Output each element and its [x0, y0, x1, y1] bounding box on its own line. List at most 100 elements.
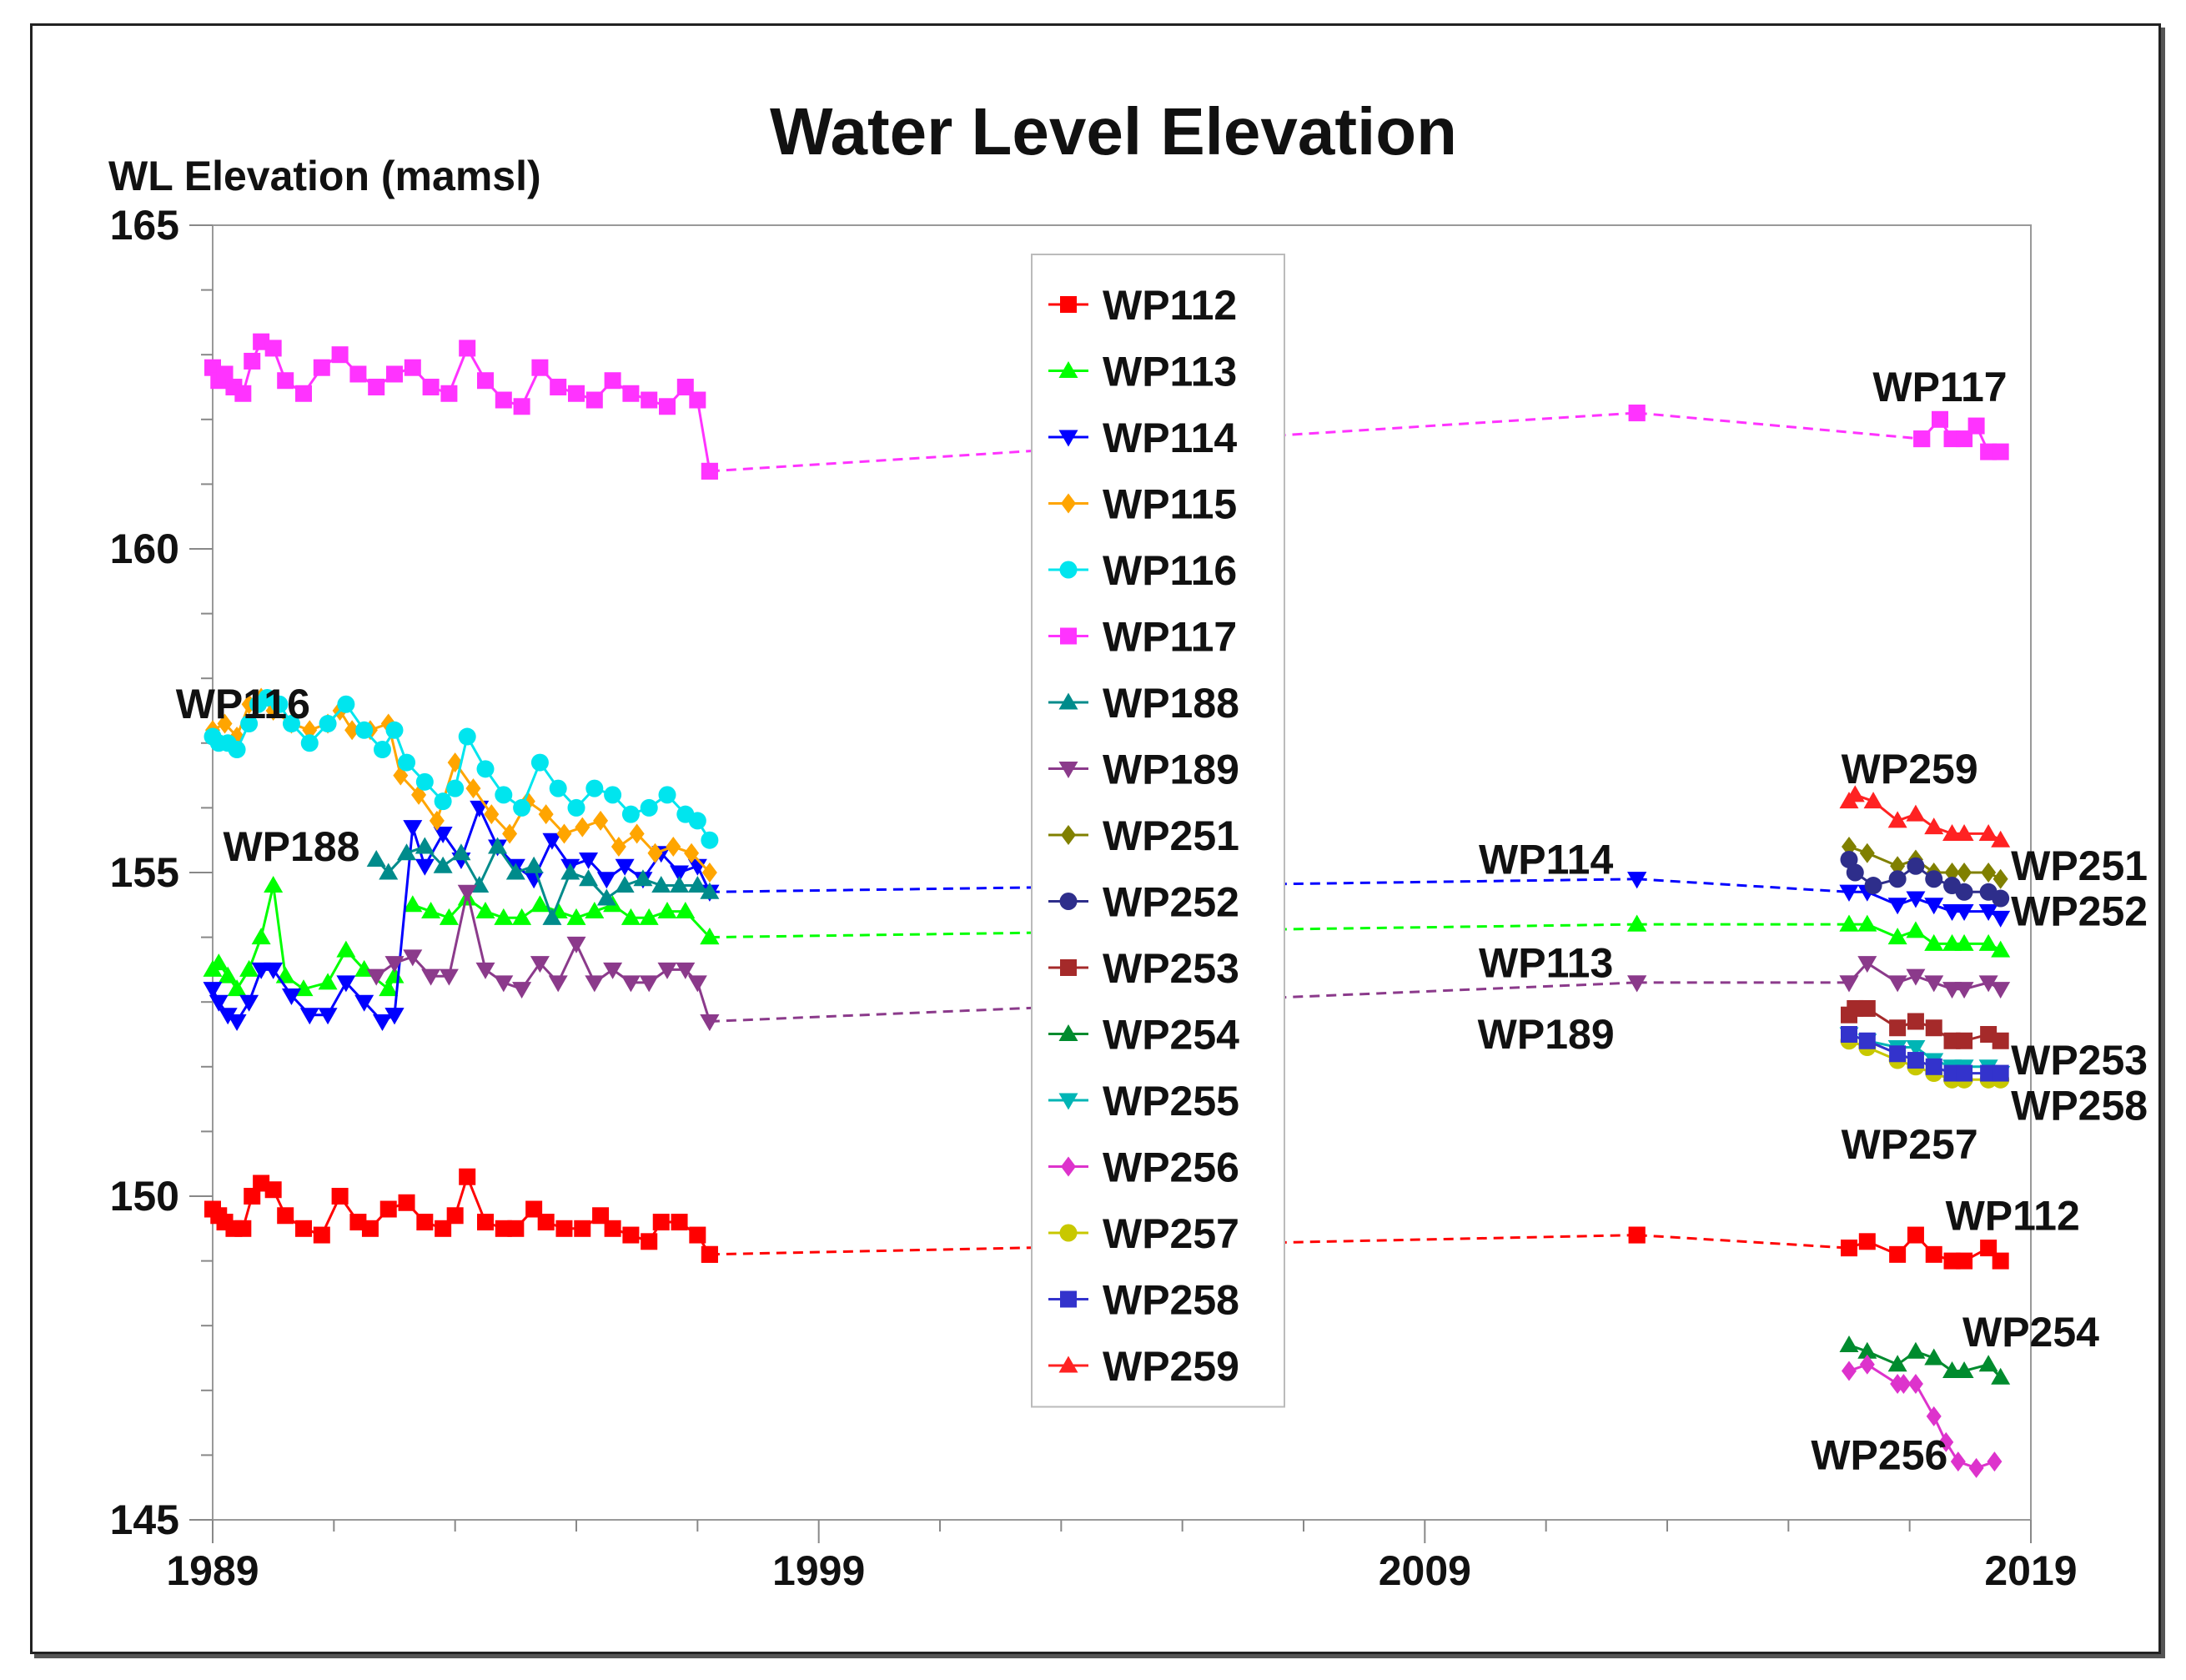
data-point-wp112	[652, 1214, 670, 1231]
data-point-wp189	[1924, 975, 1944, 993]
annotation-wp117: WP117	[1872, 364, 2007, 410]
data-point-wp113	[1839, 914, 1859, 932]
data-point-wp113	[1887, 928, 1907, 945]
data-point-wp112	[592, 1207, 610, 1225]
data-point-wp115	[556, 823, 572, 844]
data-point-wp116	[282, 715, 300, 733]
data-point-wp115	[217, 713, 233, 734]
data-point-wp259	[1924, 817, 1944, 835]
data-point-wp117	[1956, 430, 1973, 448]
data-point-wp114	[1978, 904, 1998, 922]
data-point-wp113	[379, 979, 399, 997]
data-point-wp114	[264, 962, 284, 979]
legend: WP112 WP113 WP114 WP115 WP116 WP117 WP188 WP189…	[1031, 254, 1285, 1408]
data-point-wp117	[404, 359, 421, 376]
legend-label: WP254	[1103, 1012, 1239, 1059]
data-point-wp188	[670, 876, 690, 893]
series-wp254	[1839, 1335, 2011, 1385]
annotation-wp258: WP258	[2011, 1082, 2148, 1129]
data-point-wp189	[475, 962, 495, 979]
data-point-wp112	[1992, 1252, 2009, 1270]
legend-label: WP188	[1103, 680, 1239, 727]
data-point-wp116	[567, 798, 585, 817]
legend-label: WP257	[1103, 1210, 1239, 1257]
data-point-wp254	[1942, 1361, 1962, 1379]
data-point-wp259	[1887, 811, 1907, 828]
data-point-wp113	[384, 966, 405, 983]
data-point-wp112	[1858, 1233, 1876, 1250]
annotation-wp252: WP252	[2011, 888, 2148, 935]
data-point-wp115	[429, 810, 445, 831]
data-point-wp256	[1968, 1457, 1984, 1478]
annotation-wp251: WP251	[2011, 843, 2148, 889]
data-point-wp112	[435, 1220, 452, 1237]
data-point-wp189	[439, 968, 459, 986]
x-tick-label: 1989	[166, 1547, 259, 1594]
legend-marker-wp258	[1060, 1290, 1077, 1308]
data-point-wp112	[477, 1214, 494, 1231]
data-point-wp112	[537, 1214, 555, 1231]
data-point-wp116	[604, 786, 622, 804]
data-point-wp114	[209, 994, 229, 1012]
legend-label: WP253	[1103, 945, 1239, 992]
data-point-wp114	[299, 1008, 319, 1025]
legend-marker-wp253	[1060, 959, 1077, 976]
data-point-wp114	[596, 872, 616, 889]
data-point-wp114	[615, 858, 635, 876]
data-point-wp113	[239, 959, 259, 977]
data-point-wp112	[622, 1226, 640, 1244]
data-point-wp188	[633, 869, 653, 887]
legend-label: WP251	[1103, 812, 1239, 859]
data-point-wp188	[379, 863, 399, 880]
data-point-wp189	[421, 968, 441, 986]
data-point-wp117	[264, 340, 282, 357]
data-point-wp188	[433, 856, 453, 873]
annotation-wp254: WP254	[1962, 1309, 2099, 1356]
data-point-wp112	[1925, 1245, 1942, 1263]
legend-label: WP256	[1103, 1144, 1239, 1191]
data-point-wp113	[439, 908, 459, 925]
data-point-wp112	[555, 1220, 573, 1237]
data-point-wp258	[1956, 1064, 1973, 1082]
data-point-wp254	[1887, 1355, 1907, 1372]
data-point-wp113	[657, 902, 677, 919]
data-point-wp258	[1889, 1045, 1907, 1063]
data-point-wp113	[1978, 933, 1998, 951]
data-point-wp114	[1991, 910, 2011, 928]
data-point-wp112	[1956, 1252, 1973, 1270]
data-point-wp113	[621, 908, 641, 925]
data-point-wp189	[1954, 982, 1974, 999]
data-point-wp252	[1864, 877, 1882, 895]
data-point-wp116	[434, 792, 452, 811]
data-point-wp114	[354, 994, 374, 1012]
data-point-wp253	[1889, 1019, 1907, 1037]
data-point-wp116	[530, 753, 549, 772]
data-point-wp188	[615, 876, 635, 893]
data-point-wp188	[505, 863, 525, 880]
data-point-wp117	[1967, 417, 1985, 435]
data-point-wp117	[701, 462, 718, 480]
data-point-wp112	[416, 1214, 434, 1231]
data-point-wp189	[585, 975, 605, 993]
data-point-wp189	[366, 968, 386, 986]
data-point-wp113	[1954, 933, 1974, 951]
data-point-wp112	[264, 1181, 282, 1199]
legend-marker-wp257	[1059, 1224, 1078, 1242]
data-point-wp113	[639, 908, 659, 925]
data-point-wp116	[337, 695, 355, 713]
data-point-wp251	[1890, 856, 1906, 877]
data-point-wp188	[651, 876, 671, 893]
data-point-wp259	[1991, 830, 2011, 848]
data-point-wp253	[1907, 1013, 1924, 1030]
line-wp117	[211, 340, 711, 472]
data-point-wp117	[216, 365, 234, 383]
data-point-wp113	[676, 902, 696, 919]
data-point-wp114	[251, 962, 271, 979]
data-point-wp115	[684, 843, 700, 863]
data-point-wp112	[379, 1200, 397, 1218]
data-point-wp116	[701, 831, 719, 849]
data-point-wp112	[244, 1188, 261, 1205]
annotation-wp256: WP256	[1811, 1431, 1947, 1478]
data-point-wp116	[355, 721, 374, 739]
